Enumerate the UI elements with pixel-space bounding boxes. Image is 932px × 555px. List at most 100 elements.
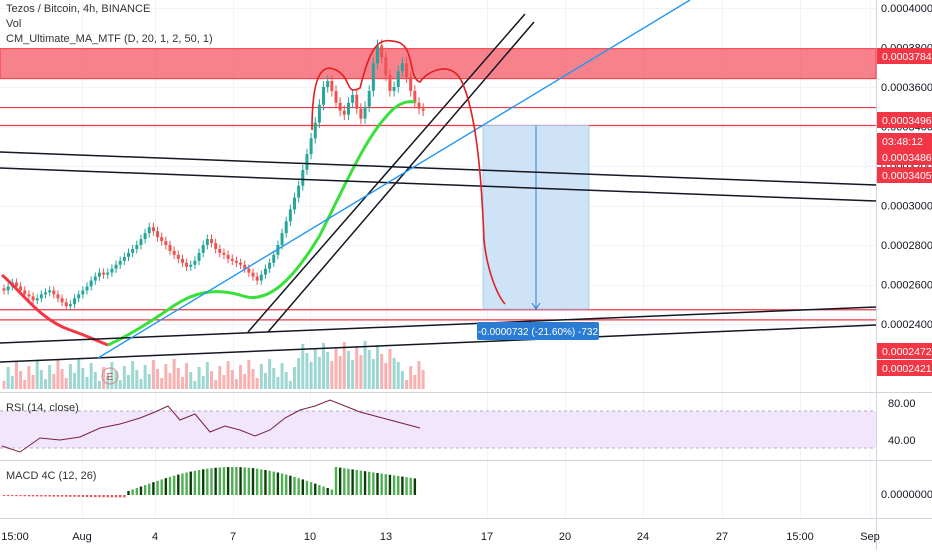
macd-bar [376, 473, 379, 495]
price-tag-bg [877, 112, 932, 128]
candle-body [147, 227, 151, 234]
event-marker-label: E [107, 372, 114, 383]
time-tick-label: 7 [230, 531, 236, 543]
volume-bar [268, 359, 272, 389]
price-tag-label: 0.0003784 [882, 51, 932, 63]
macd-bar [343, 468, 346, 495]
candle-body [189, 264, 193, 267]
macd-bar [251, 468, 255, 495]
volume-bar [322, 343, 326, 389]
volume-bar [210, 371, 213, 389]
macd-bar [397, 476, 400, 495]
candle-body [263, 268, 267, 275]
candle-body [405, 63, 409, 78]
candle-body [81, 290, 85, 295]
volume-bar [97, 381, 101, 389]
volume-bar [317, 357, 321, 389]
volume-bar [180, 377, 184, 389]
rsi-band [0, 411, 876, 448]
price-tag-bg [877, 133, 932, 149]
trendline-upper-1 [0, 151, 877, 186]
candle-body [110, 268, 114, 273]
volume-bar [10, 376, 14, 389]
volume-bar [102, 367, 106, 389]
macd-bar [305, 480, 309, 495]
price-tag-bg [877, 149, 932, 165]
volume-bar [122, 366, 126, 389]
price-tag-label: 0.0003486 [882, 152, 932, 164]
candle-body [118, 260, 122, 265]
macd-bar [197, 469, 201, 495]
volume-bar [93, 372, 97, 389]
macd-bar [334, 467, 338, 495]
macd-bar [330, 489, 334, 495]
candle-body [68, 304, 72, 307]
macd-bar [214, 467, 217, 495]
macd-bar [164, 478, 168, 495]
candle-body [226, 254, 230, 259]
macd-bar [102, 495, 105, 498]
candle-body [151, 227, 155, 232]
candle-body [305, 154, 309, 170]
volume-bar [251, 369, 255, 389]
volume-bar [77, 359, 81, 389]
macd-bar [172, 475, 176, 495]
candle-body [23, 290, 27, 295]
ma-legend[interactable]: CM_Ultimate_MA_MTF (D, 20, 1, 2, 50, 1) [6, 33, 213, 45]
macd-bar [272, 471, 275, 495]
candle-body [239, 262, 243, 265]
macd-bar [388, 474, 392, 495]
price-tick-label: 0.0004000 [881, 3, 932, 15]
candle-body [317, 104, 321, 123]
volume-bar [376, 345, 379, 389]
price-tick-label: 0.0003000 [881, 201, 932, 213]
rsi-tick-label: 40.00 [888, 435, 916, 447]
volume-bar [421, 370, 425, 389]
candle-body [27, 294, 31, 297]
macd-bar [81, 495, 85, 497]
macd-bar [6, 495, 10, 497]
macd-bar [231, 467, 234, 495]
volume-bar [193, 381, 197, 389]
candle-body [417, 102, 421, 109]
volume-bar [313, 348, 317, 389]
price-tag-label: 0.0002421 [882, 363, 932, 375]
volume-bar [172, 359, 176, 389]
volume-bar [359, 355, 363, 389]
macd-bar [85, 495, 89, 497]
volume-bar [259, 364, 263, 389]
volume-bar [127, 375, 130, 389]
candle-body [44, 292, 47, 295]
trendline-blue [97, 0, 691, 359]
rsi-tick-label: 80.00 [888, 398, 916, 410]
volume-legend[interactable]: Vol [6, 18, 22, 30]
time-tick-label: 24 [637, 531, 649, 543]
volume-bar [263, 373, 267, 389]
macd-bar [94, 495, 97, 498]
macd-bar [202, 469, 205, 495]
candle-body [280, 233, 284, 245]
trendline-steep-1 [247, 13, 526, 333]
volume-bar [417, 361, 421, 389]
macd-bar [23, 495, 26, 497]
macd-bar [181, 473, 184, 495]
candle-body [97, 272, 101, 277]
volume-bar [342, 342, 346, 389]
macd-bar [11, 495, 14, 497]
symbol-title[interactable]: Tezos / Bitcoin, 4h, BINANCE [6, 3, 151, 15]
volume-bar [44, 379, 47, 389]
candle-body [413, 90, 417, 103]
candle-body [210, 239, 213, 244]
macd-bar [368, 471, 371, 495]
candle-body [247, 268, 251, 273]
volume-bar [392, 358, 396, 389]
volume-bar [222, 375, 226, 389]
volume-bar [351, 360, 355, 389]
volume-bar [363, 341, 367, 389]
macd-bar [160, 479, 163, 495]
macd-bar [264, 469, 267, 495]
time-tick-label: 15:00 [1, 531, 29, 543]
macd-legend[interactable]: MACD 4C (12, 26) [6, 470, 97, 482]
rsi-legend[interactable]: RSI (14, close) [6, 402, 79, 414]
